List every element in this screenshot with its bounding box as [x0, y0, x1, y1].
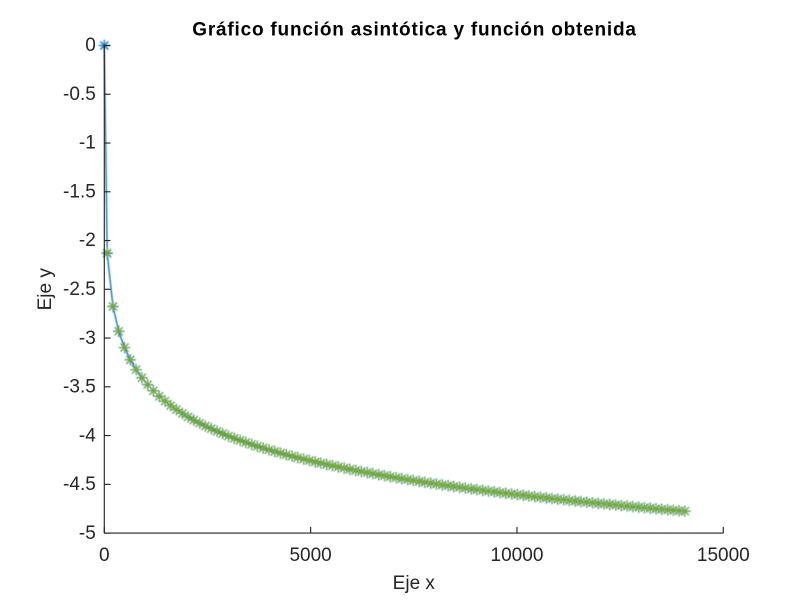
svg-text:-2: -2: [79, 230, 96, 251]
svg-text:Gráfico función asintótica y f: Gráfico función asintótica y función obt…: [192, 20, 637, 41]
svg-text:-1.5: -1.5: [63, 181, 96, 202]
svg-text:5000: 5000: [289, 545, 331, 566]
svg-text:-4: -4: [79, 425, 96, 446]
svg-text:10000: 10000: [491, 545, 544, 566]
svg-text:-3.5: -3.5: [63, 377, 96, 398]
svg-text:Eje x: Eje x: [393, 573, 436, 594]
svg-text:Eje y: Eje y: [35, 268, 56, 311]
svg-text:-5: -5: [79, 523, 96, 544]
svg-text:-2.5: -2.5: [63, 279, 96, 300]
svg-text:-3: -3: [79, 328, 96, 349]
svg-text:-0.5: -0.5: [63, 84, 96, 105]
svg-text:-4.5: -4.5: [63, 474, 96, 495]
svg-text:-1: -1: [79, 133, 96, 154]
svg-text:15000: 15000: [697, 545, 750, 566]
svg-text:0: 0: [85, 35, 96, 56]
svg-text:0: 0: [99, 545, 110, 566]
